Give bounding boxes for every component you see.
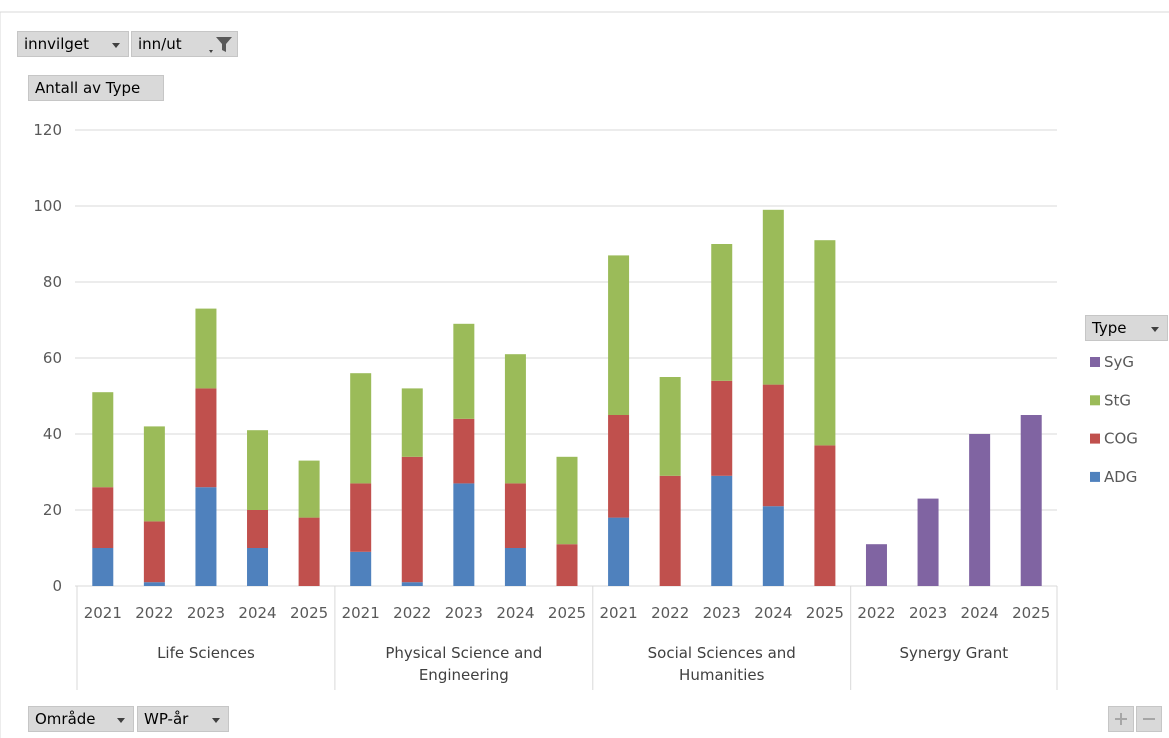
bar-segment (143, 426, 165, 522)
bar-segment (195, 388, 217, 488)
bar-segment (608, 415, 630, 518)
bar-segment (865, 544, 887, 586)
x-tick-label: 2022 (857, 604, 895, 622)
bar-segment (92, 392, 114, 488)
y-tick-label: 100 (33, 197, 62, 215)
legend-label: COG (1104, 430, 1138, 448)
collapse-button[interactable] (1136, 706, 1162, 732)
legend-swatch (1090, 395, 1100, 406)
x-tick-label: 2025 (548, 604, 586, 622)
bar-segment (143, 521, 165, 583)
legend-swatch (1090, 433, 1100, 444)
bar-segment (969, 434, 991, 586)
bar-segment (556, 544, 578, 586)
filter-button[interactable]: innvilget (17, 31, 129, 57)
bar-segment (1020, 415, 1042, 586)
y-tick-label: 80 (43, 273, 62, 291)
filter-button[interactable]: inn/ut (131, 31, 238, 57)
bar-segment (504, 548, 526, 586)
row-field-button[interactable]: WP-år (137, 706, 229, 732)
y-tick-label: 120 (33, 121, 62, 139)
row-field-button[interactable]: Område (28, 706, 134, 732)
x-tick-label: 2023 (187, 604, 225, 622)
bar-segment (453, 483, 475, 586)
bar-segment (298, 460, 320, 518)
group-label: Physical Science and Engineering (385, 644, 543, 684)
bar-segment (762, 209, 784, 385)
bar-segment (762, 506, 784, 586)
filter-icon (209, 37, 232, 53)
bar-segment (659, 377, 681, 476)
bar-segment (556, 456, 578, 545)
legend-label: ADG (1104, 468, 1137, 486)
x-tick-label: 2022 (393, 604, 431, 622)
bar-segment (350, 483, 372, 552)
bar-segment (608, 517, 630, 586)
expand-button[interactable] (1108, 706, 1134, 732)
bar-segment (711, 244, 733, 381)
bar-segment (711, 380, 733, 476)
bar-segment (608, 255, 630, 415)
legend-label: StG (1104, 391, 1131, 409)
group-label: Life Sciences (157, 644, 255, 662)
x-tick-label: 2021 (342, 604, 380, 622)
bar-segment (143, 582, 165, 586)
bar-segment (92, 487, 114, 548)
legend-swatch (1090, 471, 1100, 482)
bar-segment (659, 475, 681, 586)
x-tick-label: 2025 (290, 604, 328, 622)
bar-segment (195, 487, 217, 586)
legend-field-button[interactable]: Type (1085, 315, 1168, 341)
x-tick-label: 2025 (806, 604, 844, 622)
x-tick-label: 2021 (84, 604, 122, 622)
bar-segment (504, 354, 526, 484)
x-tick-label: 2024 (754, 604, 792, 622)
bar-segment (762, 384, 784, 507)
x-tick-label: 2025 (1012, 604, 1050, 622)
x-tick-label: 2021 (599, 604, 637, 622)
bar-segment (298, 517, 320, 586)
bar-segment (195, 308, 217, 389)
bar-segment (401, 582, 423, 586)
bar-segment (814, 240, 836, 446)
y-tick-label: 20 (43, 501, 62, 519)
legend-swatch (1090, 357, 1100, 367)
x-tick-label: 2023 (909, 604, 947, 622)
x-tick-label: 2022 (651, 604, 689, 622)
group-label: Social Sciences and Humanities (647, 644, 796, 684)
bar-segment (814, 445, 836, 586)
bar-segment (453, 323, 475, 419)
value-field-button[interactable]: Antall av Type (28, 75, 164, 101)
bar-segment (92, 548, 114, 586)
x-tick-label: 2024 (238, 604, 276, 622)
bar-segment (247, 510, 269, 548)
bar-segment (453, 418, 475, 484)
bar-segment (711, 475, 733, 586)
bar-segment (504, 483, 526, 548)
x-tick-label: 2024 (961, 604, 999, 622)
legend-label: SyG (1104, 353, 1134, 371)
bar-segment (401, 456, 423, 583)
x-tick-label: 2022 (135, 604, 173, 622)
x-tick-label: 2023 (703, 604, 741, 622)
bar-segment (917, 498, 939, 586)
bar-segment (247, 548, 269, 586)
y-tick-label: 0 (52, 577, 62, 595)
bar-segment (350, 551, 372, 586)
group-label: Synergy Grant (899, 644, 1009, 662)
bar-segment (247, 430, 269, 510)
bar-segment (350, 373, 372, 484)
x-tick-label: 2023 (445, 604, 483, 622)
bar-segment (401, 388, 423, 457)
x-tick-label: 2024 (496, 604, 534, 622)
y-tick-label: 40 (43, 425, 62, 443)
y-tick-label: 60 (43, 349, 62, 367)
